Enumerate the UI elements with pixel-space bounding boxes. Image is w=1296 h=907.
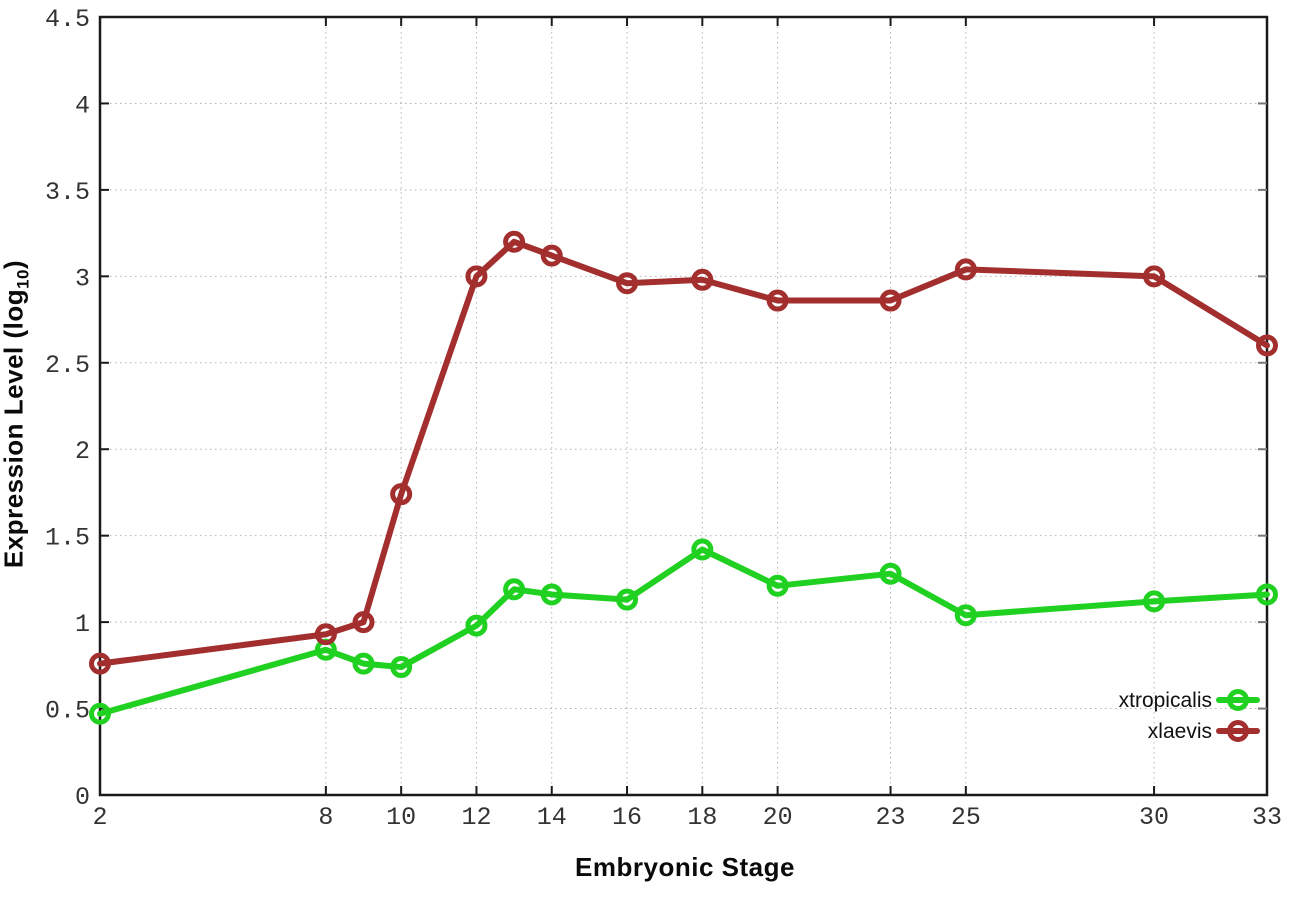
y-axis-title-subscript: 10: [13, 269, 33, 289]
y-tick-label: 3.5: [45, 178, 90, 207]
data-point-xlaevis: [465, 265, 488, 288]
y-tick-label: 4.5: [45, 5, 90, 34]
data-point-xlaevis: [314, 623, 337, 646]
data-point-xtropicalis: [390, 656, 413, 679]
legend-label-xtropicalis: xtropicalis: [1119, 689, 1212, 712]
y-tick-label: 1: [75, 610, 90, 639]
y-tick-label: 0: [75, 783, 90, 812]
data-point-xtropicalis: [540, 583, 563, 606]
x-tick-label: 33: [1252, 803, 1282, 832]
data-point-xtropicalis: [954, 604, 977, 627]
legend-sample-marker-xtropicalis: [1227, 689, 1249, 711]
data-point-xlaevis: [1256, 334, 1278, 357]
data-point-xlaevis: [616, 272, 639, 295]
data-point-xtropicalis: [766, 574, 789, 597]
x-tick-label: 14: [537, 803, 567, 832]
data-point-xlaevis: [89, 652, 111, 675]
y-tick-label: 0.5: [45, 697, 90, 726]
data-point-xlaevis: [954, 258, 977, 281]
data-point-xtropicalis: [691, 538, 714, 561]
data-point-xtropicalis: [1256, 583, 1278, 606]
data-point-xlaevis: [540, 244, 563, 267]
data-point-xtropicalis: [616, 588, 639, 611]
x-tick-label: 18: [687, 803, 717, 832]
x-tick-label: 2: [92, 803, 107, 832]
y-axis-title: Expression Level (log10): [0, 260, 34, 568]
x-tick-label: 25: [951, 803, 981, 832]
data-point-xlaevis: [691, 268, 714, 291]
y-tick-label: 2.5: [45, 351, 90, 380]
y-axis-title-text: Expression Level (log: [0, 288, 29, 569]
data-point-xtropicalis: [465, 614, 488, 637]
x-tick-label: 23: [876, 803, 906, 832]
series-line-xlaevis: [97, 238, 1270, 667]
data-point-xtropicalis: [879, 562, 902, 585]
data-point-xtropicalis: [503, 578, 526, 601]
data-point-xlaevis: [352, 611, 375, 634]
legend-sample-marker-xlaevis: [1227, 720, 1249, 742]
data-point-xtropicalis: [89, 702, 111, 725]
x-tick-label: 10: [386, 803, 416, 832]
x-tick-label: 12: [461, 803, 491, 832]
y-tick-label: 4: [75, 91, 90, 120]
x-axis-title: Embryonic Stage: [575, 852, 795, 882]
series-line-xtropicalis: [97, 546, 1270, 717]
plot-border: [98, 15, 1269, 797]
y-axis-title-close: ): [0, 259, 29, 270]
y-tick-label: 2: [75, 437, 90, 466]
x-tick-label: 8: [318, 803, 333, 832]
data-point-xlaevis: [879, 289, 902, 312]
data-point-xlaevis: [503, 230, 526, 253]
data-point-xtropicalis: [352, 652, 375, 675]
data-point-xtropicalis: [1143, 590, 1166, 613]
legend-label-xlaevis: xlaevis: [1148, 720, 1212, 743]
data-point-xlaevis: [766, 289, 789, 312]
data-point-xlaevis: [1143, 265, 1166, 288]
y-tick-label: 1.5: [45, 524, 90, 553]
x-tick-label: 16: [612, 803, 642, 832]
x-tick-label: 30: [1139, 803, 1169, 832]
data-point-xlaevis: [390, 483, 413, 506]
x-tick-label: 20: [763, 803, 793, 832]
y-tick-label: 3: [75, 264, 90, 293]
